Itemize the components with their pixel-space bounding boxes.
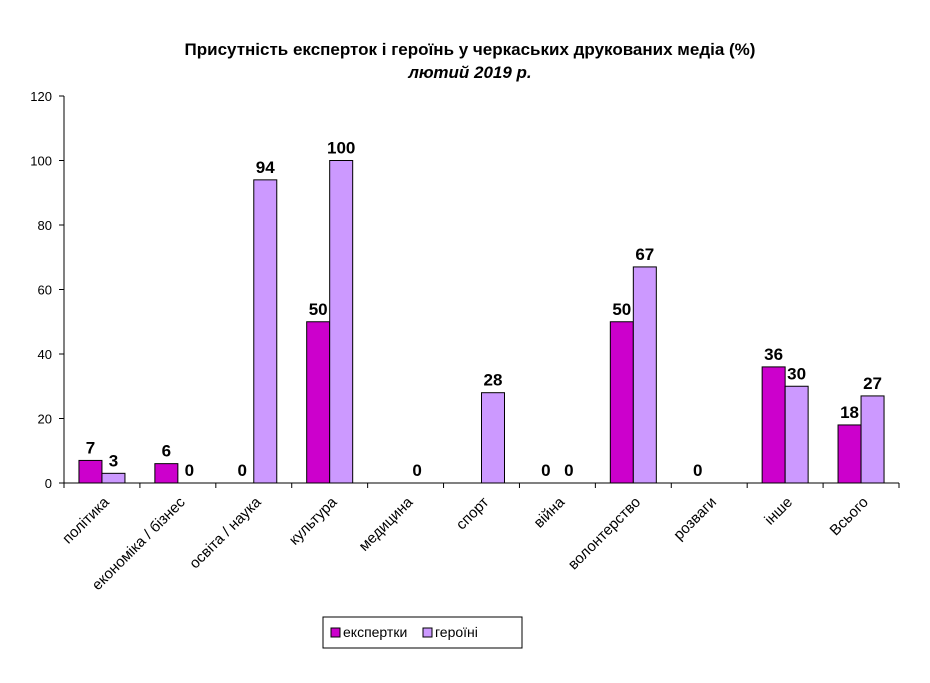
x-tick-label: освіта / наука [186, 493, 265, 572]
legend: експертки героїні [322, 616, 523, 649]
data-label: 94 [256, 158, 275, 177]
y-tick-label: 20 [38, 412, 52, 427]
data-label: 0 [185, 461, 194, 480]
x-tick-label: війна [531, 493, 569, 531]
y-tick-label: 120 [30, 89, 52, 104]
bar-heroines [329, 160, 354, 484]
bar-experts [609, 321, 634, 484]
bar-heroines [860, 395, 885, 484]
data-label: 36 [764, 345, 783, 364]
bar-experts [306, 321, 331, 484]
data-label: 6 [162, 442, 171, 461]
x-tick-label: спорт [453, 494, 493, 534]
x-tick-label: культура [286, 493, 341, 548]
data-label: 28 [484, 371, 503, 390]
bar-experts [761, 366, 786, 484]
data-label: 100 [327, 139, 355, 158]
data-label: 0 [541, 461, 550, 480]
x-tick-label: політика [59, 493, 113, 547]
bar-experts [154, 463, 179, 484]
x-tick-label: розваги [670, 494, 720, 544]
x-tick-label: Всього [827, 494, 872, 539]
chart-subtitle: лютий 2019 р. [407, 63, 531, 82]
legend-label-heroines: героїні [435, 624, 478, 640]
data-label: 30 [787, 364, 806, 383]
bar-heroines [784, 385, 809, 484]
data-label: 27 [863, 374, 882, 393]
bar-experts [837, 424, 862, 484]
data-label: 0 [564, 461, 573, 480]
legend-label-experts: експертки [343, 624, 407, 640]
bar-heroines [253, 179, 278, 484]
data-label: 18 [840, 403, 859, 422]
data-label: 0 [412, 461, 421, 480]
y-tick-label: 40 [38, 347, 52, 362]
y-tick-label: 0 [45, 476, 52, 491]
x-tick-label: медицина [356, 493, 417, 554]
bar-heroines [101, 472, 126, 484]
x-tick-label: інше [761, 494, 796, 529]
data-label: 0 [693, 461, 702, 480]
chart-title: Присутність експерток і героїнь у черкас… [185, 40, 756, 59]
data-label: 67 [635, 245, 654, 264]
y-tick-label: 60 [38, 283, 52, 298]
data-label: 50 [309, 300, 328, 319]
data-label: 3 [109, 451, 118, 470]
legend-swatch-experts [330, 627, 341, 638]
x-tick-label: волонтерство [565, 494, 644, 573]
bar-experts [78, 459, 103, 484]
bar-heroines [632, 266, 657, 484]
data-label: 7 [86, 438, 95, 457]
bar-heroines [481, 392, 505, 484]
y-tick-label: 80 [38, 218, 52, 233]
y-tick-label: 100 [30, 154, 52, 169]
data-label: 0 [238, 461, 247, 480]
legend-swatch-heroines [422, 627, 433, 638]
data-label: 50 [612, 300, 631, 319]
